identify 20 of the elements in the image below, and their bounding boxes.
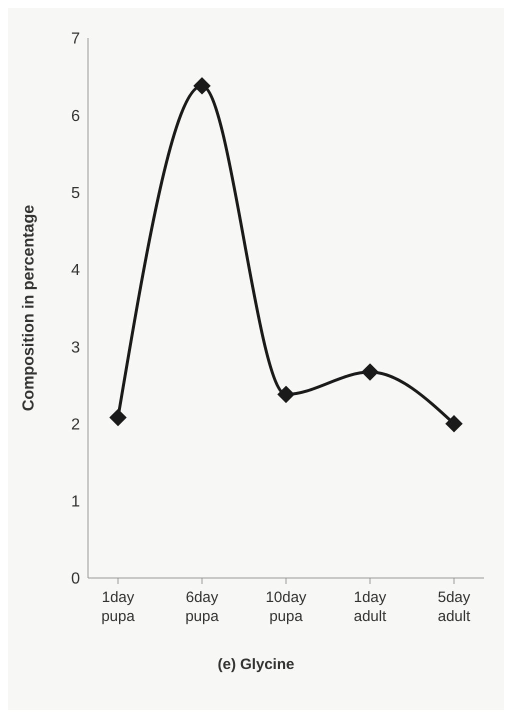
x-tick-label: 5day adult	[438, 589, 472, 625]
x-tick-label: 1day pupa	[101, 589, 136, 625]
x-tick-label: 1day adult	[354, 589, 388, 625]
point	[362, 364, 378, 381]
y-tick-label: 5	[71, 184, 80, 202]
y-tick-label: 1	[71, 494, 80, 511]
y-tick-label: 6	[71, 108, 80, 125]
y-tick-label: 2	[71, 416, 80, 434]
y-axis-title: Composition in percentage	[20, 204, 38, 412]
y-tick-label: 0	[71, 570, 80, 588]
x-tick-label: 10day pupa	[266, 589, 307, 625]
text: (e) Glycine	[216, 656, 296, 673]
point	[278, 386, 294, 403]
y-tick-label: 7	[71, 30, 80, 48]
point	[110, 409, 126, 426]
point	[194, 77, 210, 94]
point	[446, 415, 462, 432]
x-tick-label: 6day pupa	[185, 589, 220, 625]
y-tick-label: 4	[71, 262, 80, 280]
y-tick-label: 3	[71, 339, 80, 356]
